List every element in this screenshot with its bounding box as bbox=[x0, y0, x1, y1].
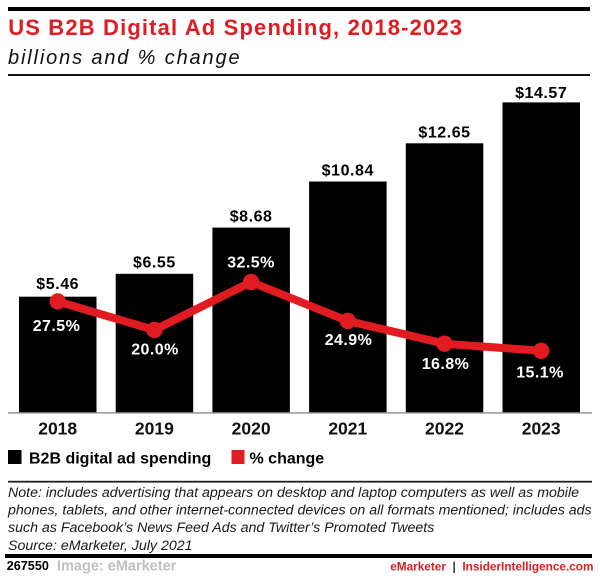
svg-text:32.5%: 32.5% bbox=[227, 255, 275, 272]
svg-text:2022: 2022 bbox=[425, 419, 464, 439]
svg-text:$14.57: $14.57 bbox=[515, 85, 567, 102]
svg-text:B2B digital ad spending: B2B digital ad spending bbox=[29, 450, 211, 467]
svg-text:billions and % change: billions and % change bbox=[8, 47, 241, 69]
svg-text:eMarketer | InsiderIntellige: eMarketer | InsiderIntelligence.com bbox=[390, 559, 593, 573]
svg-text:16.8%: 16.8% bbox=[422, 356, 470, 373]
svg-text:phones, tablets, and other int: phones, tablets, and other internet-conn… bbox=[7, 503, 592, 519]
svg-text:15.1%: 15.1% bbox=[516, 365, 564, 382]
svg-text:2023: 2023 bbox=[522, 419, 561, 439]
svg-text:20.0%: 20.0% bbox=[131, 342, 179, 359]
svg-text:Source: eMarketer, July 2021: Source: eMarketer, July 2021 bbox=[8, 538, 193, 554]
svg-text:2020: 2020 bbox=[232, 419, 271, 439]
svg-text:Image: eMarketer: Image: eMarketer bbox=[57, 559, 177, 575]
svg-text:24.9%: 24.9% bbox=[325, 332, 373, 349]
svg-text:$8.68: $8.68 bbox=[230, 209, 273, 226]
svg-text:$5.46: $5.46 bbox=[36, 276, 79, 293]
svg-text:US B2B Digital Ad Spending, 20: US B2B Digital Ad Spending, 2018-2023 bbox=[8, 15, 463, 40]
svg-text:Note: includes advertising tha: Note: includes advertising that appears … bbox=[8, 485, 579, 501]
svg-text:27.5%: 27.5% bbox=[33, 318, 81, 335]
svg-text:$6.55: $6.55 bbox=[133, 255, 176, 272]
svg-text:$12.65: $12.65 bbox=[418, 124, 470, 141]
svg-text:267550: 267550 bbox=[7, 559, 49, 573]
svg-text:$10.84: $10.84 bbox=[322, 163, 374, 180]
svg-text:2018: 2018 bbox=[38, 419, 77, 439]
svg-text:2021: 2021 bbox=[328, 419, 367, 439]
svg-text:2019: 2019 bbox=[135, 419, 174, 439]
svg-text:% change: % change bbox=[250, 450, 325, 467]
svg-text:such as Facebook’s News Feed A: such as Facebook’s News Feed Ads and Twi… bbox=[8, 520, 434, 536]
